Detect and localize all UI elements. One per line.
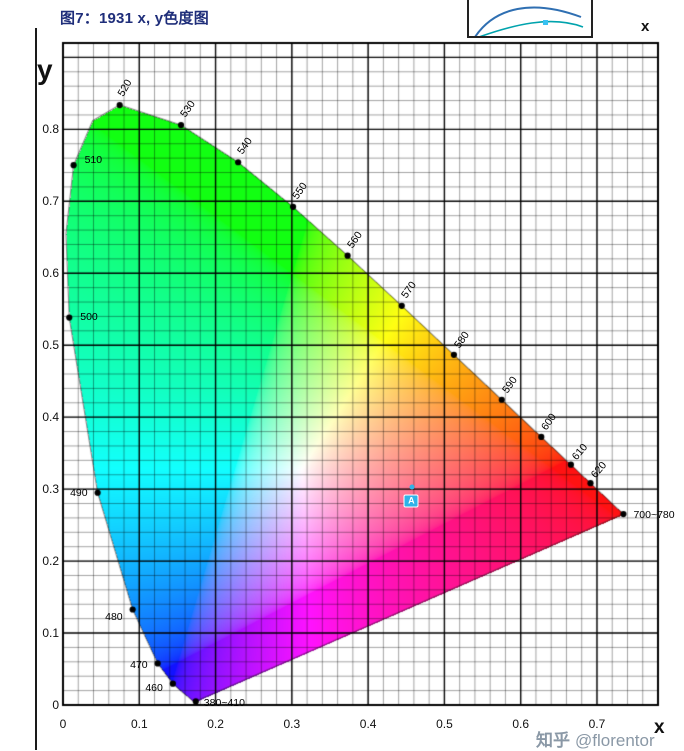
wavelength-label: 700~780 (633, 509, 675, 522)
y-tick-label: 0.5 (42, 338, 59, 353)
point-a-marker-dot (409, 484, 415, 490)
x-tick-label: 0.5 (436, 717, 453, 731)
y-tick-label: 0.6 (42, 266, 59, 281)
y-tick-label: 0 (52, 698, 59, 712)
point-a-label: A (403, 494, 419, 508)
x-tick-label: 0.1 (130, 717, 148, 731)
y-tick-label: 0.7 (42, 194, 59, 209)
y-tick-label: 0.8 (42, 122, 59, 137)
x-tick-label: 0.3 (283, 717, 301, 731)
x-tick-label: 0 (59, 717, 67, 731)
wavelength-label: 380~410 (203, 697, 245, 710)
x-tick-label: 0.4 (359, 717, 377, 731)
watermark-brand: 知乎 (536, 731, 570, 750)
wavelength-label: 460 (145, 681, 163, 694)
wavelength-label: 490 (70, 486, 88, 499)
y-tick-label: 0.2 (42, 554, 59, 569)
y-axis-title: y (37, 54, 53, 85)
x-axis-title: x (654, 717, 665, 738)
wavelength-label: 470 (130, 659, 148, 672)
y-tick-label: 0.4 (42, 410, 59, 425)
x-tick-label: 0.2 (207, 717, 224, 731)
wavelength-label: 480 (105, 610, 123, 623)
x-tick-label: 0.7 (588, 717, 606, 731)
watermark: 知乎 @florentor (536, 726, 655, 751)
y-tick-label: 0.1 (42, 626, 59, 641)
wavelength-label: 510 (84, 154, 103, 167)
x-tick-label: 0.6 (512, 717, 530, 731)
wavelength-label: 500 (80, 310, 98, 323)
watermark-handle: @florentor (575, 731, 655, 750)
y-tick-label: 0.3 (42, 482, 59, 497)
